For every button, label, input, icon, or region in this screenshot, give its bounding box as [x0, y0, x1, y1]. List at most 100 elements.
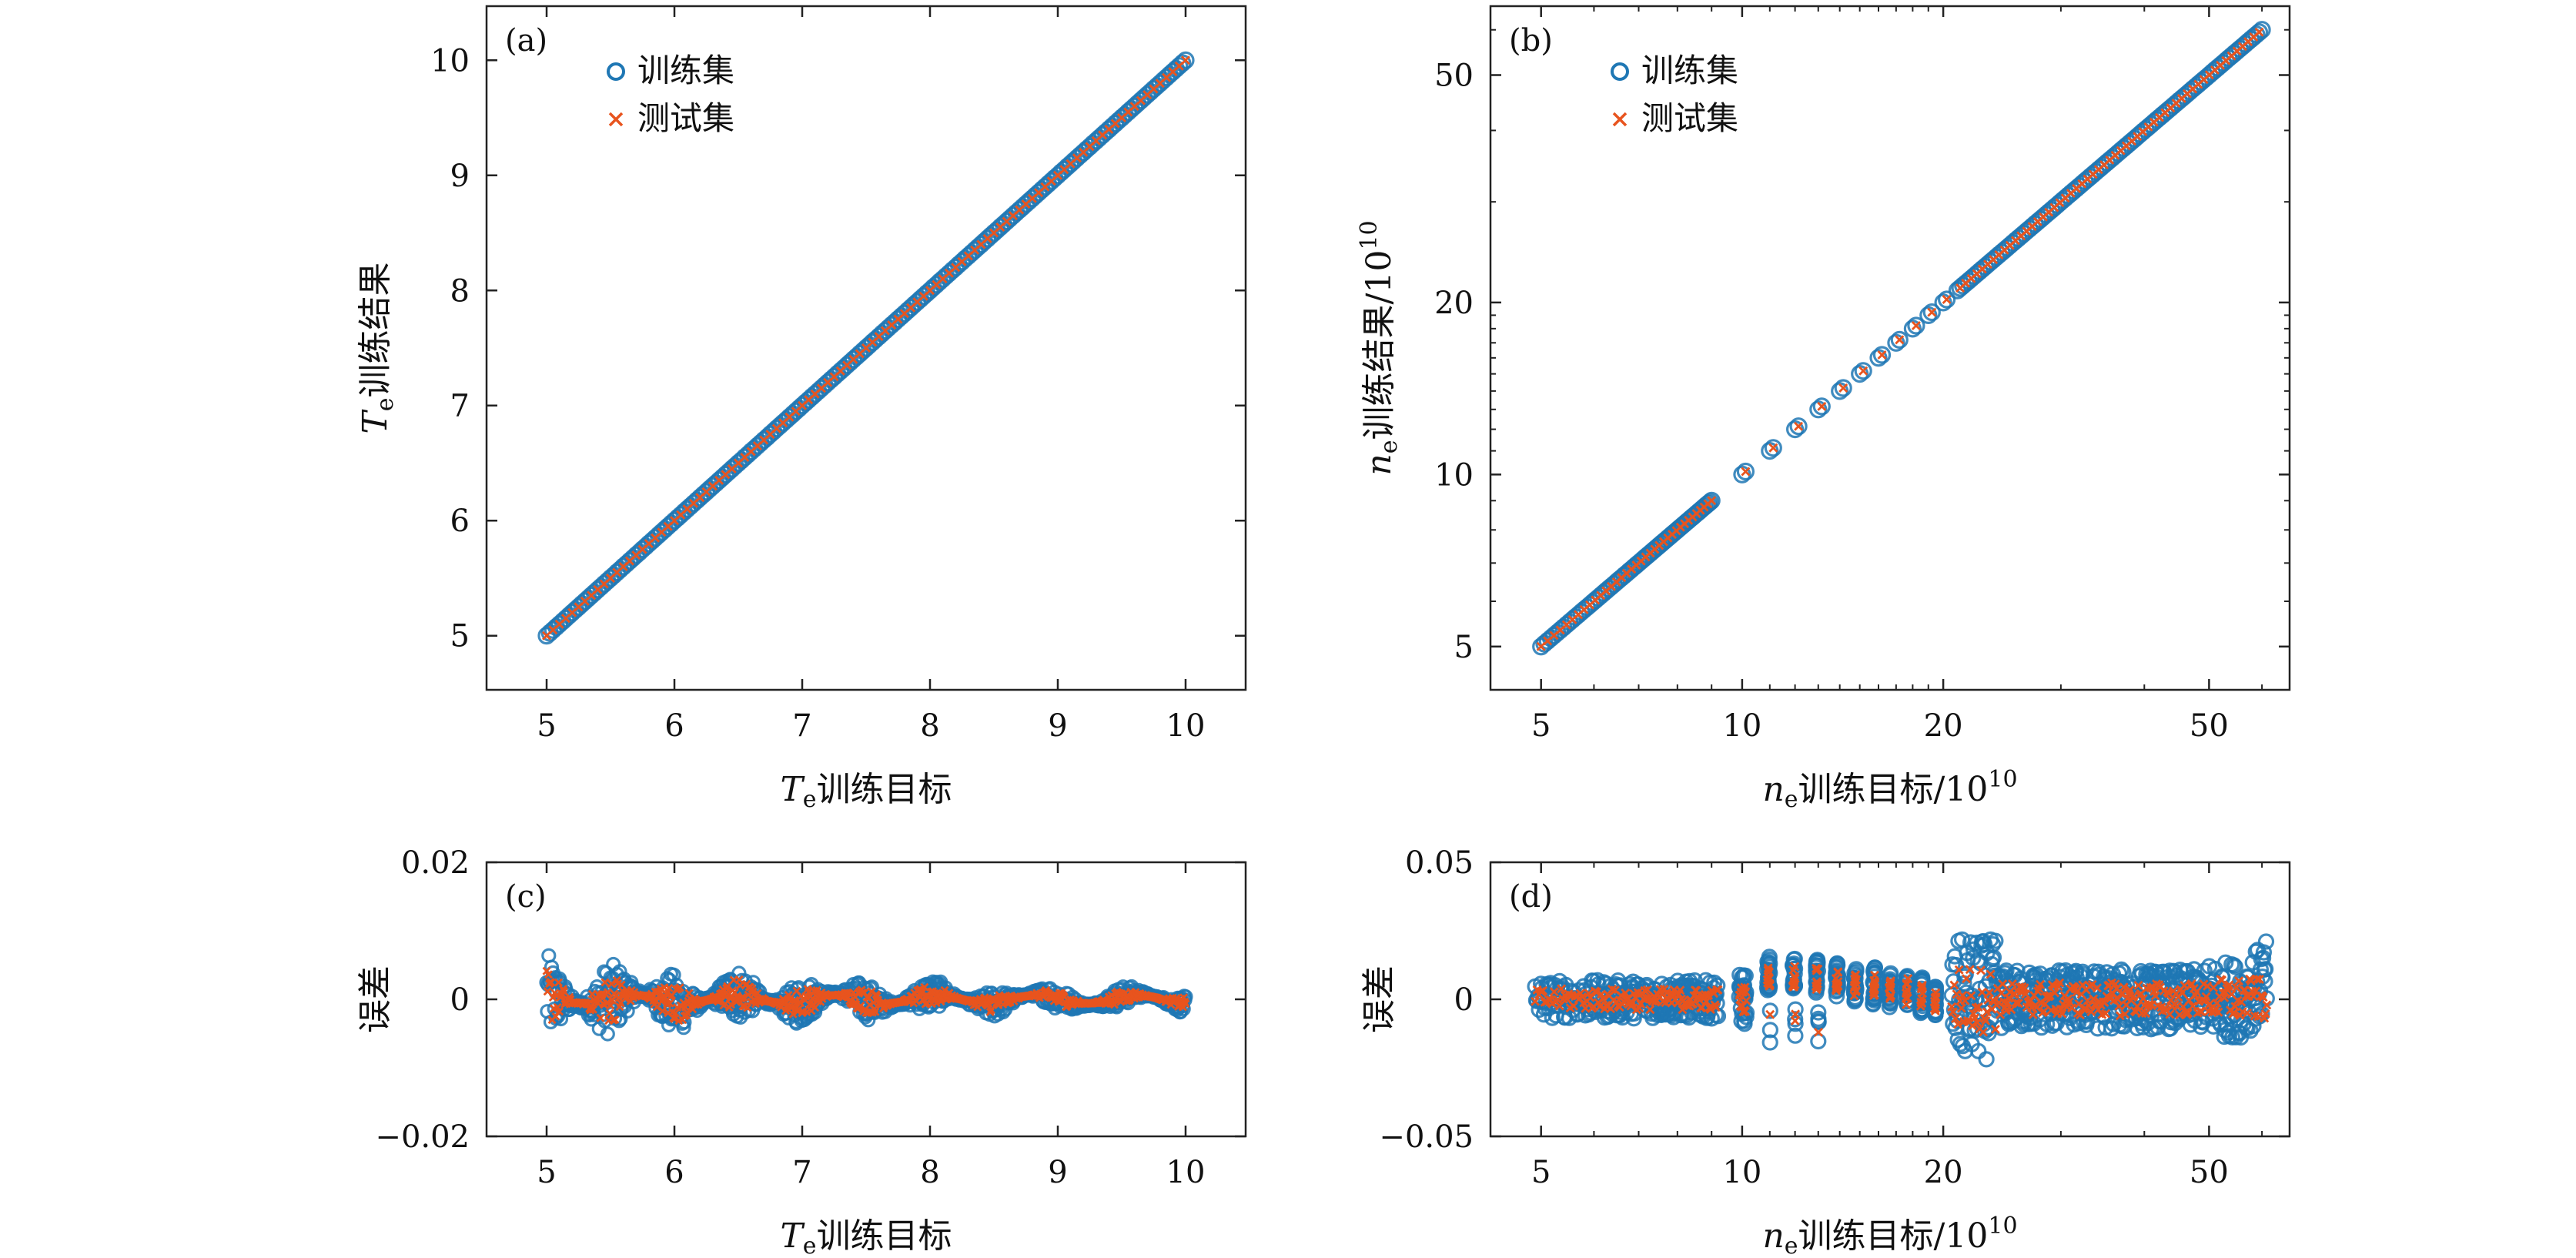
x-tick-label: 8	[920, 1155, 939, 1190]
y-axis-label: Te训练结果	[356, 262, 399, 433]
test-point	[1765, 1009, 1775, 1019]
legend-test-marker	[608, 112, 624, 127]
test-point	[812, 985, 821, 995]
y-tick-label: 5	[1454, 630, 1474, 665]
test-point	[1833, 968, 1843, 977]
test-point	[1953, 1019, 1963, 1029]
test-point	[2007, 979, 2017, 989]
test-point	[1713, 985, 1723, 995]
axis-label-subscript: e	[372, 397, 399, 411]
test-point	[1968, 1021, 1977, 1031]
y-tick-label: 0.05	[1405, 845, 1474, 881]
test-point	[1930, 1003, 1939, 1013]
y-tick-label: −0.05	[1379, 1119, 1474, 1155]
axis-label-subscript: e	[803, 786, 817, 813]
test-point	[1707, 496, 1717, 506]
train-point	[1812, 397, 1831, 416]
test-point	[1911, 321, 1921, 330]
y-tick-label: 20	[1434, 286, 1474, 321]
train-point	[1761, 1022, 1778, 1039]
test-point	[2119, 982, 2129, 992]
axis-label-text: 训练目标	[817, 1216, 952, 1256]
axis-label-symbol: T	[780, 1216, 805, 1256]
test-point	[1814, 1027, 1823, 1037]
test-point	[1930, 1006, 1940, 1015]
legend-train-marker	[607, 62, 625, 81]
y-tick-label: 10	[430, 43, 470, 79]
test-point	[2021, 989, 2031, 999]
train-point	[1938, 290, 1956, 309]
test-point	[1675, 985, 1685, 995]
train-point	[1761, 1002, 1778, 1019]
test-point	[1981, 1016, 1991, 1025]
test-point	[675, 983, 684, 992]
legend-test-label: 测试集	[1641, 99, 1738, 137]
test-point	[1949, 980, 1959, 990]
train-point	[2250, 23, 2269, 42]
test-point	[2224, 980, 2234, 990]
legend-train-marker	[1611, 62, 1629, 81]
test-point	[2183, 1008, 2193, 1018]
test-point	[2258, 992, 2268, 1002]
train-point	[1987, 932, 2004, 949]
test-point	[738, 993, 747, 1002]
test-point	[2072, 987, 2082, 997]
x-tick-label: 9	[1048, 708, 1067, 744]
train-point	[1173, 54, 1192, 72]
test-point	[611, 1015, 620, 1024]
test-point	[1538, 985, 1548, 995]
test-point	[1951, 1014, 1960, 1023]
test-point	[1790, 1015, 1800, 1025]
test-point	[2192, 987, 2202, 997]
test-point	[1870, 977, 1880, 987]
test-point	[1885, 979, 1895, 989]
test-point	[2186, 979, 2196, 989]
test-point	[1916, 997, 1926, 1007]
test-point	[2163, 989, 2173, 999]
train-point	[1789, 417, 1808, 436]
test-point	[1958, 990, 1968, 1000]
test-point	[555, 1007, 564, 1016]
y-tick-label: 5	[450, 619, 470, 654]
test-point	[1592, 987, 1601, 997]
train-point	[1736, 462, 1755, 481]
test-point	[2093, 983, 2102, 993]
test-point	[1794, 421, 1804, 431]
axis-label-subscript: e	[803, 1233, 817, 1258]
train-point	[2255, 944, 2272, 961]
test-point	[791, 995, 799, 1005]
x-tick-label: 6	[664, 1155, 684, 1190]
test-point	[1557, 984, 1567, 994]
test-point	[1982, 1007, 1992, 1017]
test-point	[605, 1009, 614, 1018]
test-point	[2254, 975, 2264, 984]
test-point	[547, 978, 556, 987]
test-point	[2252, 974, 2262, 984]
data-points	[1532, 21, 2271, 656]
test-point	[2262, 1000, 2272, 1010]
test-point	[1973, 1002, 1983, 1012]
train-point	[1922, 303, 1941, 322]
test-point	[1917, 980, 1927, 990]
test-point	[739, 993, 748, 1002]
test-point	[2144, 999, 2154, 1009]
test-point	[1965, 965, 1975, 975]
test-point	[1531, 996, 1541, 1006]
train-point	[1701, 493, 1719, 512]
test-point	[738, 1002, 748, 1011]
test-point	[604, 988, 612, 997]
x-axis-label: ne训练目标/1010	[1762, 1213, 2017, 1258]
x-tick-label: 50	[2190, 708, 2229, 744]
train-point	[1983, 955, 2000, 973]
test-point	[1628, 998, 1638, 1008]
train-point	[2067, 962, 2085, 979]
axis-label-subscript: e	[1376, 440, 1403, 453]
test-point	[917, 989, 926, 998]
axis-label-symbol: n	[1762, 770, 1784, 809]
axis-label-text: 训练目标/10	[1798, 770, 1989, 809]
x-tick-label: 7	[792, 708, 811, 744]
train-point	[2257, 961, 2274, 978]
test-point	[986, 1005, 995, 1015]
train-point	[2255, 949, 2272, 966]
legend-train-label: 训练集	[637, 52, 734, 89]
